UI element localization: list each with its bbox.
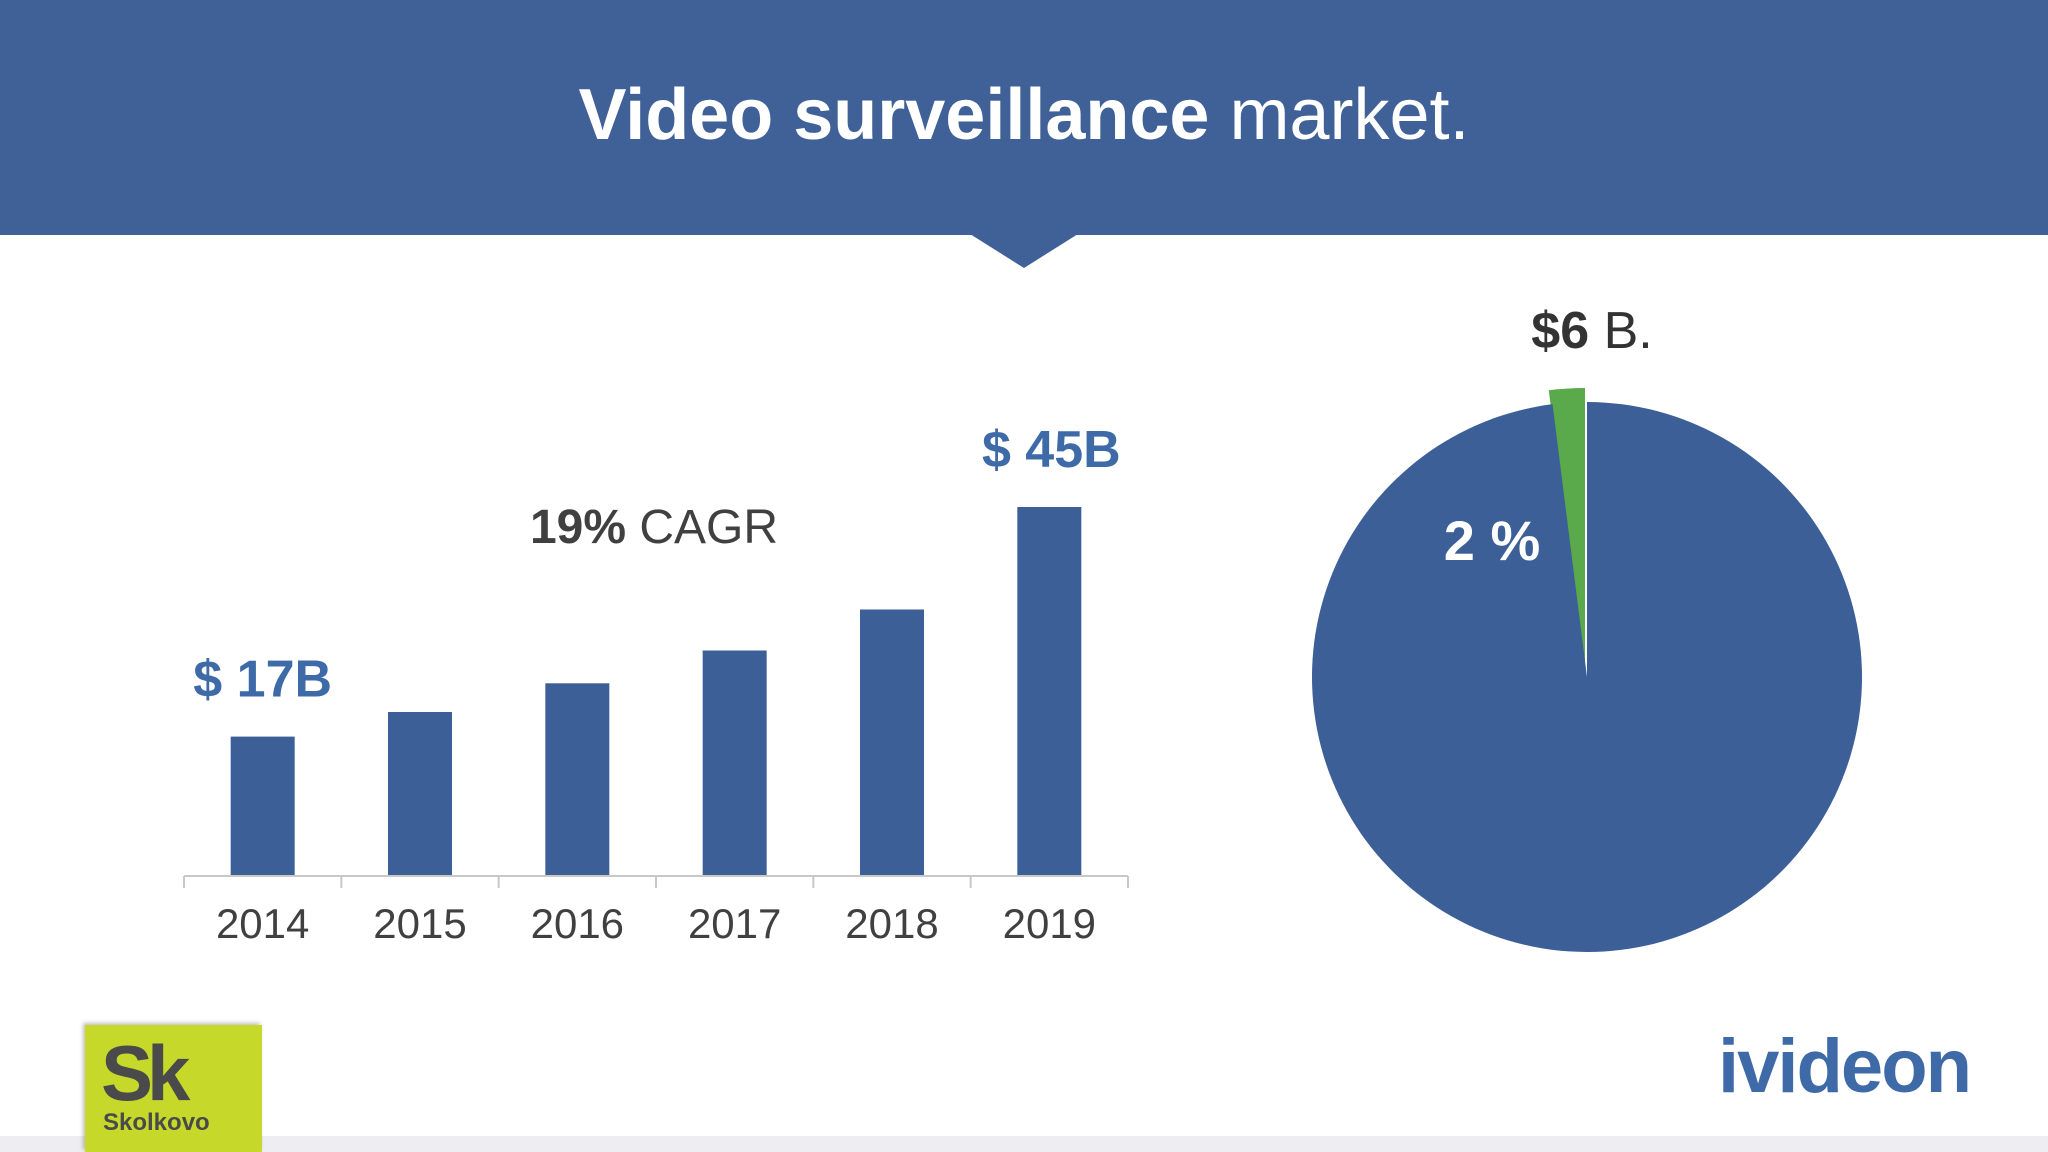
cagr-text: CAGR	[626, 501, 778, 554]
bar-2019	[1017, 507, 1082, 876]
x-tick-labels: 2014 2015 2016 2017 2018 2019	[216, 900, 1096, 947]
pie-total-unit: B.	[1589, 302, 1653, 360]
pie-total-label: $6 B.	[1531, 302, 1652, 360]
pie-slice-label: 2 %	[1444, 509, 1541, 572]
x-tick-label-2016: 2016	[531, 900, 624, 947]
bar-2015	[388, 712, 452, 876]
last-value-label: $ 45B	[982, 421, 1121, 479]
slide-title: Video surveillance market.	[0, 72, 2048, 158]
bar-2018	[860, 609, 924, 876]
bar-2017	[702, 650, 767, 876]
skolkovo-mark: Sk	[101, 1029, 190, 1117]
x-tick-label-2015: 2015	[373, 900, 466, 947]
pie-slices	[1311, 388, 1862, 952]
cagr-value: 19%	[530, 501, 626, 554]
title-bold: Video surveillance	[578, 75, 1210, 155]
pie-total-value: $6	[1531, 302, 1589, 360]
bar-2016	[545, 683, 610, 876]
ivideon-logo: ivideon	[1718, 1024, 1972, 1109]
bars-group	[230, 507, 1082, 876]
header-banner	[0, 0, 2048, 235]
cagr-label: 19% CAGR	[530, 501, 778, 554]
x-ticks	[183, 876, 1129, 888]
bar-chart: 2014 2015 2016 2017 2018 2019 $ 17B $ 45B 19%…	[183, 421, 1129, 947]
first-value-label: $ 17B	[193, 651, 332, 709]
pie-slice-large	[1311, 402, 1862, 952]
skolkovo-logo: Sk Skolkovo	[85, 1025, 262, 1152]
title-rest: market.	[1209, 75, 1470, 155]
pie-slice-small	[1548, 388, 1585, 677]
footer-bar	[0, 1136, 2048, 1152]
skolkovo-name: Skolkovo	[103, 1109, 210, 1136]
bar-2014	[230, 736, 295, 876]
x-tick-label-2019: 2019	[1003, 900, 1096, 947]
x-tick-label-2018: 2018	[845, 900, 938, 947]
x-tick-label-2014: 2014	[216, 900, 309, 947]
x-tick-label-2017: 2017	[688, 900, 781, 947]
header-notch	[970, 234, 1078, 268]
